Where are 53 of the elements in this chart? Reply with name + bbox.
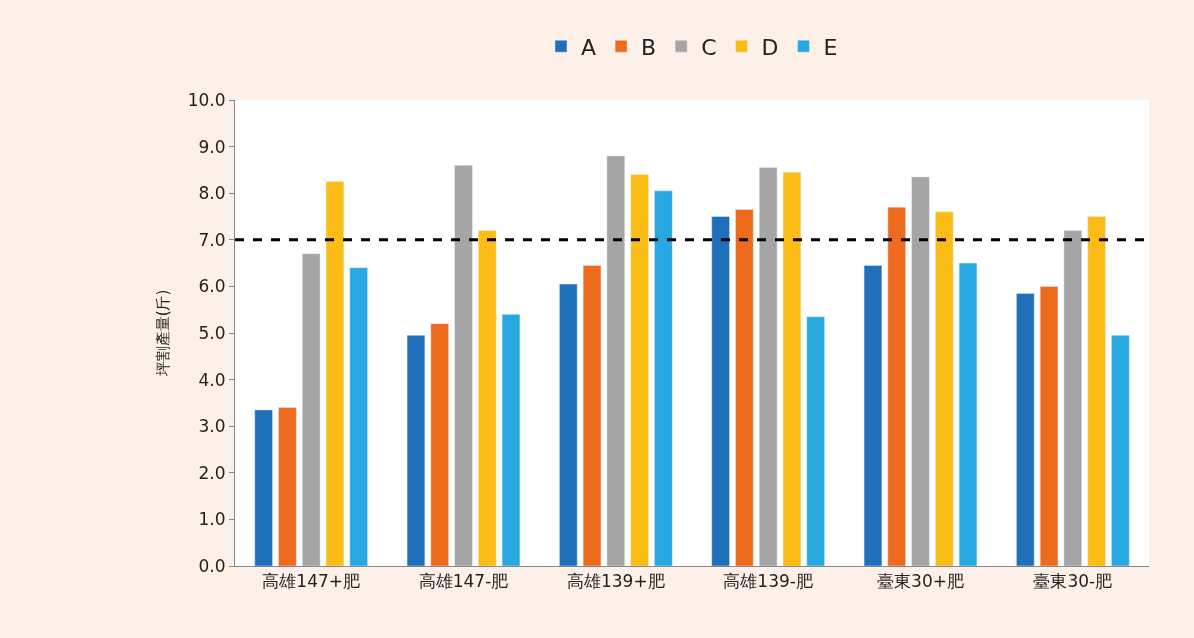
- bar: [325, 181, 345, 566]
- legend-label: D: [761, 34, 779, 60]
- x-tick-label: 臺東30-肥: [1033, 571, 1113, 592]
- bar: [406, 335, 426, 566]
- bar: [1111, 335, 1130, 566]
- y-tick-label: 6.0: [198, 276, 226, 297]
- y-tick-label: 0.0: [198, 555, 226, 576]
- bar: [278, 407, 297, 566]
- y-axis-title: 坪割產量(斤): [153, 289, 172, 378]
- y-tick-label: 9.0: [198, 136, 226, 157]
- bar: [887, 206, 906, 566]
- legend-label: A: [581, 34, 597, 60]
- x-tick-label: 高雄139+肥: [566, 571, 665, 592]
- y-tick-label: 8.0: [198, 183, 226, 204]
- bar: [759, 167, 778, 566]
- bar: [501, 314, 521, 566]
- bar: [806, 316, 825, 566]
- x-tick-label: 高雄147+肥: [262, 571, 361, 592]
- bar: [254, 409, 273, 566]
- bar: [958, 262, 978, 566]
- y-tick-label: 3.0: [198, 416, 226, 437]
- bar: [430, 323, 449, 566]
- bar: [454, 164, 473, 566]
- y-tick-label: 2.0: [198, 462, 226, 483]
- y-tick-label: 1.0: [198, 509, 226, 530]
- bar: [1087, 216, 1106, 566]
- bar: [782, 171, 802, 566]
- y-tick-label: 5.0: [198, 322, 226, 343]
- legend-label: E: [823, 34, 838, 60]
- bar: [302, 253, 321, 566]
- x-tick-label: 臺東30+肥: [877, 571, 964, 592]
- bar: [478, 230, 497, 566]
- y-tick-label: 4.0: [198, 369, 226, 390]
- bar: [911, 176, 930, 566]
- legend-label: C: [701, 34, 717, 60]
- x-tick-label: 高雄147-肥: [418, 571, 509, 592]
- y-tick-label: 7.0: [198, 229, 226, 250]
- bar: [711, 216, 730, 566]
- bar: [582, 265, 602, 566]
- bar: [349, 267, 368, 566]
- y-tick-label: 10.0: [187, 89, 226, 110]
- bar: [606, 155, 625, 566]
- x-tick-label: 高雄139-肥: [723, 571, 813, 592]
- bar: [1063, 230, 1082, 566]
- bar: [935, 211, 954, 566]
- legend-label: B: [641, 34, 657, 60]
- bar: [735, 209, 754, 566]
- bar: [1016, 293, 1035, 566]
- bar: [630, 174, 649, 566]
- bar: [863, 265, 883, 566]
- bar: [1039, 286, 1059, 566]
- bar: [654, 190, 673, 566]
- bar: [559, 283, 578, 566]
